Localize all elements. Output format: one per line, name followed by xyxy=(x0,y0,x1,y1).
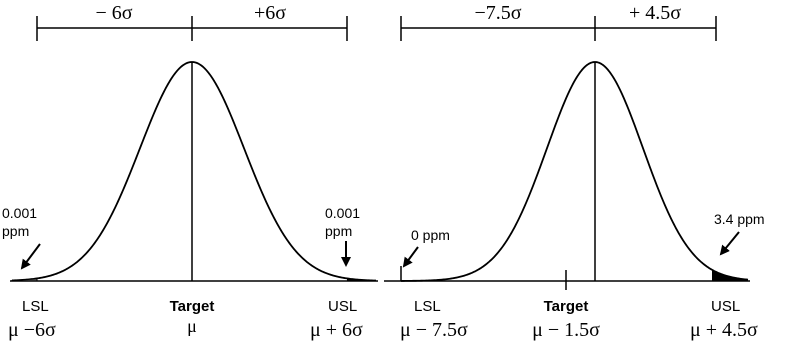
right-target-formula: μ − 1.5σ xyxy=(532,319,600,341)
right-normal-curve xyxy=(400,61,749,282)
right-lsl-label: LSL xyxy=(414,298,441,315)
left-range-left-label: − 6σ xyxy=(95,2,132,24)
right-tail-upper-label: 3.4 ppm xyxy=(714,211,765,227)
left-tail-upper xyxy=(347,278,376,281)
right-tail-lower-label: 0 ppm xyxy=(411,227,450,243)
left-tail-lower xyxy=(11,277,38,282)
right-range-left-label: −7.5σ xyxy=(474,2,521,24)
left-tail-upper-unit: ppm xyxy=(325,223,352,239)
left-target-formula: μ xyxy=(187,316,197,336)
left-tail-lower-unit: ppm xyxy=(2,223,29,239)
right-tail-lower-arrow xyxy=(402,246,419,268)
right-lsl-formula: μ − 7.5σ xyxy=(400,319,468,341)
left-lsl-formula: μ −6σ xyxy=(8,319,56,341)
right-range-right-label: + 4.5σ xyxy=(629,2,681,24)
right-tail-upper-arrow xyxy=(719,231,740,256)
right-usl-formula: μ + 4.5σ xyxy=(690,319,758,341)
left-panel: − 6σ +6σ 0.001 ppm 0.001 ppm LSL μ −6σ T… xyxy=(2,2,378,341)
left-tail-lower-arrow xyxy=(20,243,41,270)
left-tail-lower-value: 0.001 xyxy=(2,205,37,221)
left-usl-label: USL xyxy=(328,298,357,315)
right-panel: −7.5σ + 4.5σ 0 ppm 3.4 ppm LSL μ − 7.5σ … xyxy=(384,2,765,341)
right-tail-upper xyxy=(712,269,748,281)
left-normal-curve xyxy=(11,61,377,282)
left-usl-formula: μ + 6σ xyxy=(310,319,363,341)
right-range-bar xyxy=(400,16,717,41)
left-range-right-label: +6σ xyxy=(254,2,286,24)
left-lsl-label: LSL xyxy=(22,298,49,315)
right-target-label: Target xyxy=(544,298,589,315)
left-tail-upper-value: 0.001 xyxy=(325,205,360,221)
left-range-bar xyxy=(36,16,348,41)
right-usl-label: USL xyxy=(711,298,740,315)
left-target-label: Target xyxy=(170,298,215,315)
